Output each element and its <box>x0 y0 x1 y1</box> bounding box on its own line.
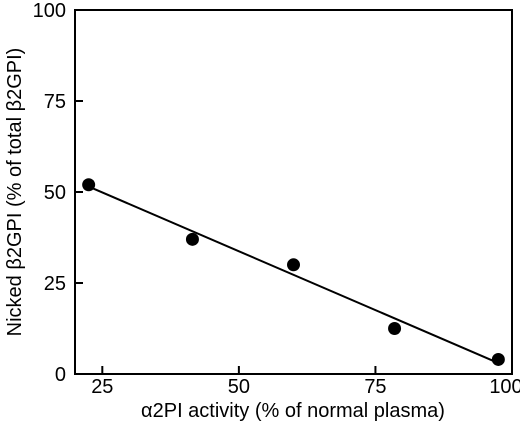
x-tick-label: 25 <box>91 376 113 398</box>
tick-labels: 25 50 75 100 0 25 50 75 100 <box>33 0 520 398</box>
plot-frame <box>74 9 513 375</box>
data-point <box>388 322 402 335</box>
ticks <box>75 9 513 375</box>
data-point <box>491 352 505 366</box>
x-tick-label: 75 <box>364 376 386 398</box>
data-point <box>185 232 199 246</box>
x-axis-label: α2PI activity (% of normal plasma) <box>141 400 445 422</box>
x-tick-label: 50 <box>228 376 250 398</box>
y-tick-label: 50 <box>44 182 66 204</box>
data-point <box>287 258 300 272</box>
y-tick-label: 0 <box>55 364 66 386</box>
data-points <box>82 178 505 366</box>
y-axis-label: Nicked β2GPI (% of total β2GPI) <box>4 48 26 337</box>
y-tick-label: 25 <box>44 273 66 295</box>
data-point <box>82 178 96 192</box>
fit-line <box>88 185 499 364</box>
x-tick-label: 100 <box>489 376 520 398</box>
y-tick-label: 75 <box>44 91 66 113</box>
y-tick-label: 100 <box>33 0 66 22</box>
